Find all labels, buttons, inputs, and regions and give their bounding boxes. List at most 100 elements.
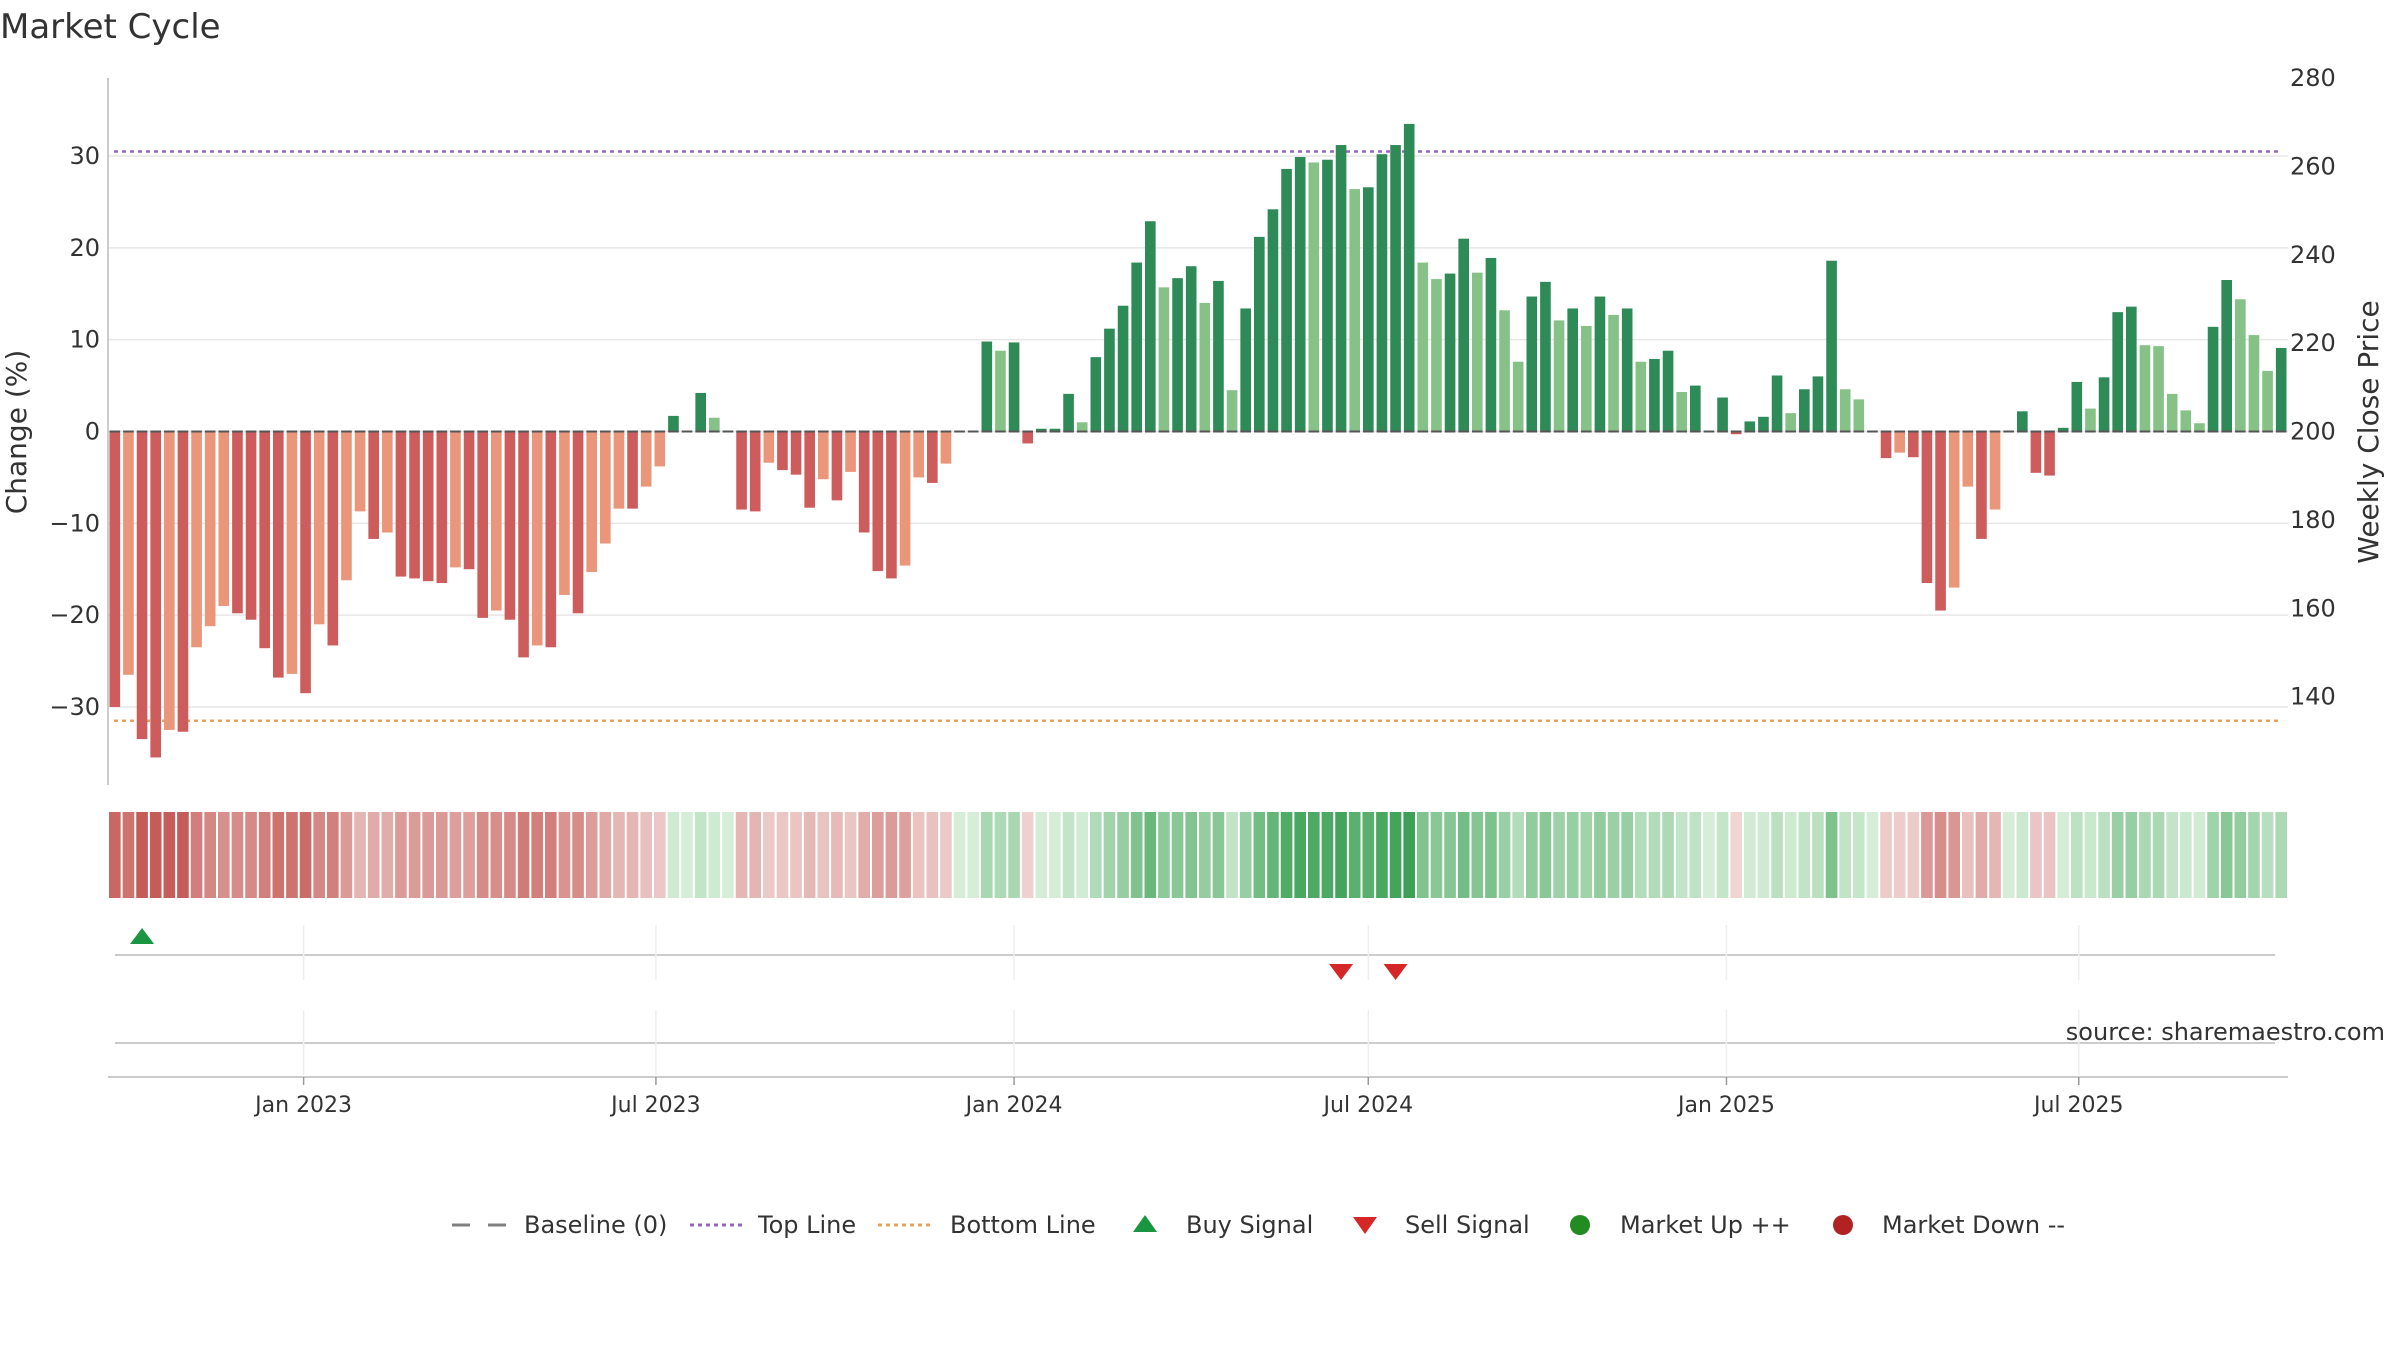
heat-cell (1880, 812, 1892, 898)
heat-cell (1335, 812, 1347, 898)
bar (1253, 236, 1265, 432)
bar (1035, 428, 1047, 432)
sell-signal-marker (1383, 964, 1408, 980)
bar (245, 431, 257, 620)
heat-cell (1471, 812, 1484, 898)
bar (518, 431, 529, 658)
reference-lines (114, 150, 2282, 722)
bar (1376, 154, 1388, 432)
bar (1362, 187, 1374, 432)
heat-cell (2275, 812, 2287, 898)
bar (627, 431, 638, 509)
heat-cell (1076, 812, 1088, 898)
heat-cell (517, 812, 530, 898)
bar (831, 431, 843, 501)
bar (450, 431, 461, 568)
bar (1240, 308, 1252, 432)
bar (300, 431, 311, 694)
bar (1267, 209, 1279, 432)
bar (2112, 312, 2124, 432)
bar (845, 431, 856, 472)
bar (1049, 428, 1061, 432)
heat-cell (1130, 812, 1143, 898)
bar (2262, 370, 2273, 432)
bar (490, 431, 502, 611)
bar (531, 431, 543, 646)
bar (1172, 278, 1183, 432)
bar (2248, 335, 2260, 432)
heat-cell (981, 812, 993, 898)
heat-cell (272, 812, 285, 898)
bar (2071, 381, 2083, 432)
bar (2166, 393, 2178, 432)
right-tick-label: 180 (2290, 506, 2336, 534)
left-tick-label: 30 (69, 142, 100, 170)
bar (1567, 308, 1579, 432)
bar (1063, 393, 1074, 432)
heat-cell (899, 812, 911, 898)
bar (2221, 280, 2233, 432)
heat-cell (1607, 812, 1620, 898)
bar (2207, 326, 2219, 432)
heat-cell (1212, 812, 1225, 898)
heat-cell (749, 812, 761, 898)
right-tick-label: 280 (2290, 64, 2336, 92)
heat-cell (1389, 812, 1402, 898)
heat-cell (558, 812, 571, 898)
bar (599, 431, 611, 544)
heat-cell (2098, 812, 2110, 898)
cycle-heat-strip (109, 812, 2287, 898)
bar (654, 431, 666, 467)
heat-cell (1921, 812, 1933, 898)
bar (1458, 238, 1470, 432)
heat-cell (953, 812, 966, 898)
bar (436, 431, 448, 583)
bar (1935, 431, 1946, 611)
bar (1322, 159, 1333, 432)
legend-label: Sell Signal (1405, 1211, 1530, 1239)
bar (1390, 145, 1401, 432)
right-tick-label: 140 (2290, 683, 2336, 711)
heat-cell (1280, 812, 1293, 898)
heat-cell (367, 812, 380, 898)
bar (123, 431, 134, 675)
heat-cell (572, 812, 584, 898)
bar (1621, 308, 1633, 432)
bar (2085, 408, 2096, 432)
bar (286, 431, 298, 674)
heat-cell (694, 812, 707, 898)
heat-cell (1839, 812, 1851, 898)
bar (872, 431, 884, 572)
heat-cell (926, 812, 939, 898)
heat-cell (177, 812, 189, 898)
bar (1158, 287, 1170, 432)
heat-cell (2180, 812, 2192, 898)
legend-item: Market Up ++ (1570, 1211, 1791, 1239)
heat-cell (1417, 812, 1429, 898)
bar (2044, 431, 2055, 476)
bar (1335, 145, 1347, 432)
heat-cell (463, 812, 475, 898)
bar (1471, 272, 1483, 432)
heat-cell (313, 812, 325, 898)
bar (204, 431, 216, 627)
bar (1771, 375, 1783, 432)
bar (2139, 345, 2151, 432)
bar (1689, 385, 1701, 432)
heat-cell (1962, 812, 1974, 898)
heat-cell (204, 812, 216, 898)
heat-cell (1798, 812, 1811, 898)
heat-cell (1635, 812, 1647, 898)
bar (586, 431, 598, 572)
bar (1144, 221, 1156, 432)
bar (409, 431, 420, 579)
heat-cell (218, 812, 230, 898)
bar (1540, 281, 1551, 432)
heat-cell (490, 812, 503, 898)
bar (463, 431, 475, 570)
x-tick-label: Jul 2024 (1322, 1093, 1414, 1118)
market-panel (108, 1010, 2288, 1078)
bar (695, 392, 707, 432)
heat-cell (504, 812, 516, 898)
